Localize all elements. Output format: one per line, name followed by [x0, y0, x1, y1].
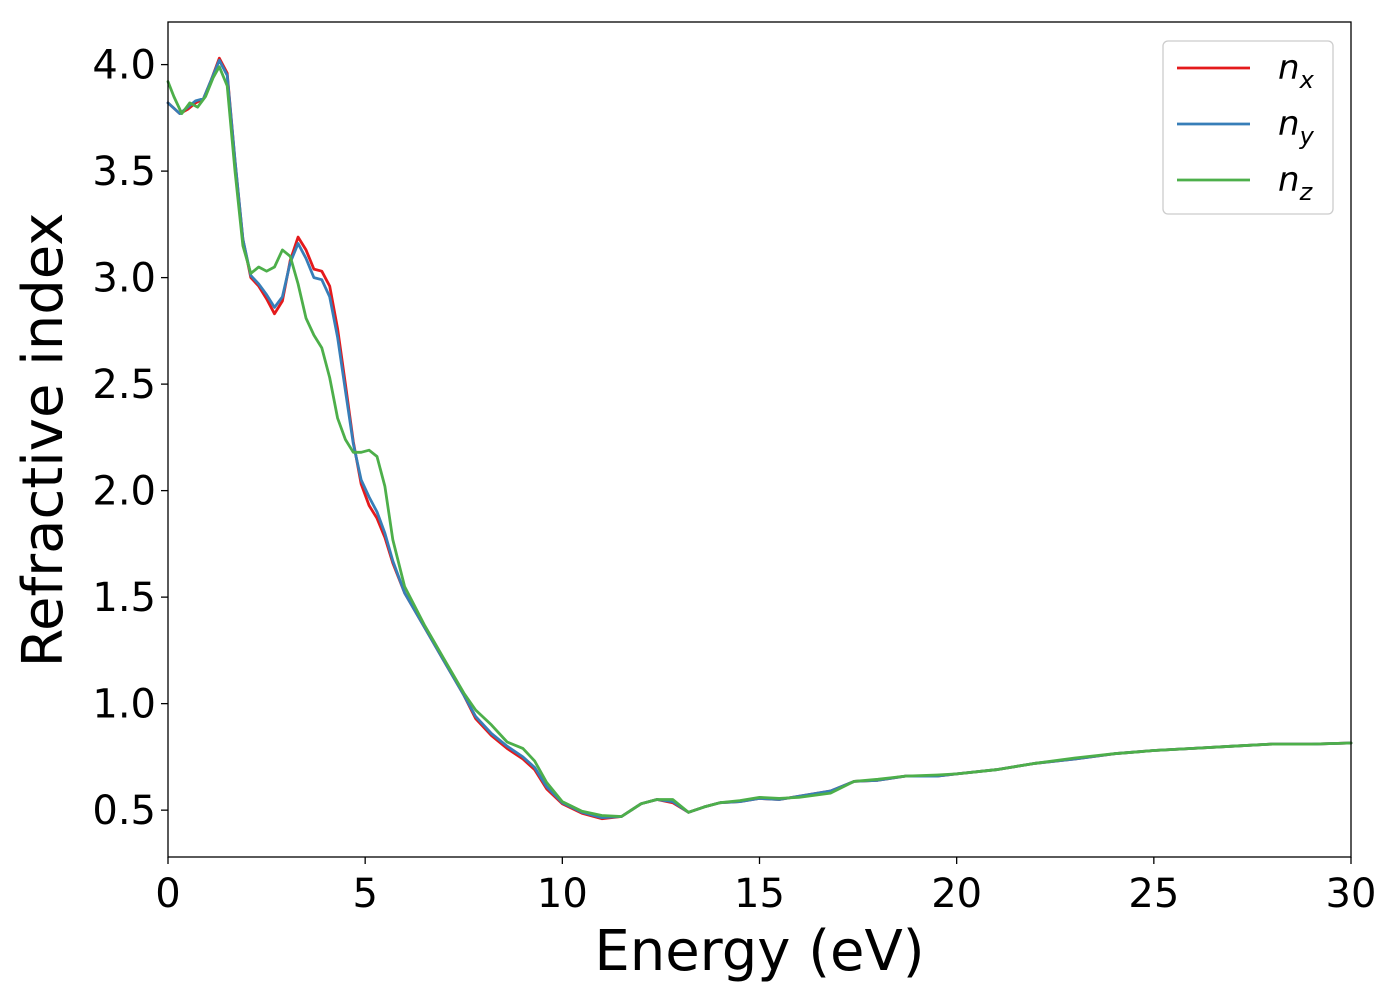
- y-tick-label: 3.0: [92, 256, 156, 302]
- series-layer: [166, 56, 1353, 821]
- legend-box: [1162, 40, 1334, 215]
- y-tick-label: 4.0: [92, 43, 156, 89]
- y-axis-ticks: 0.5 1.0 1.5 2.0 2.5 3.0 3.5 4.0: [92, 43, 168, 834]
- x-axis-ticks: 0 5 10 15 20 25 30: [155, 857, 1376, 917]
- y-axis-title: Refractive index: [11, 213, 76, 668]
- y-tick-label: 2.5: [92, 362, 156, 408]
- x-tick-label: 30: [1326, 871, 1377, 917]
- y-tick-label: 2.0: [92, 469, 156, 515]
- x-axis-title: Energy (eV): [594, 919, 924, 984]
- y-tick-label: 1.0: [92, 682, 156, 728]
- y-tick-label: 0.5: [92, 788, 156, 834]
- x-tick-label: 0: [155, 871, 180, 917]
- x-tick-label: 20: [931, 871, 982, 917]
- x-tick-label: 5: [352, 871, 377, 917]
- x-tick-label: 25: [1128, 871, 1179, 917]
- x-tick-label: 10: [537, 871, 588, 917]
- series-line-z: [166, 65, 1353, 818]
- y-tick-label: 1.5: [92, 575, 156, 621]
- y-tick-label: 3.5: [92, 149, 156, 195]
- x-tick-label: 15: [734, 871, 785, 917]
